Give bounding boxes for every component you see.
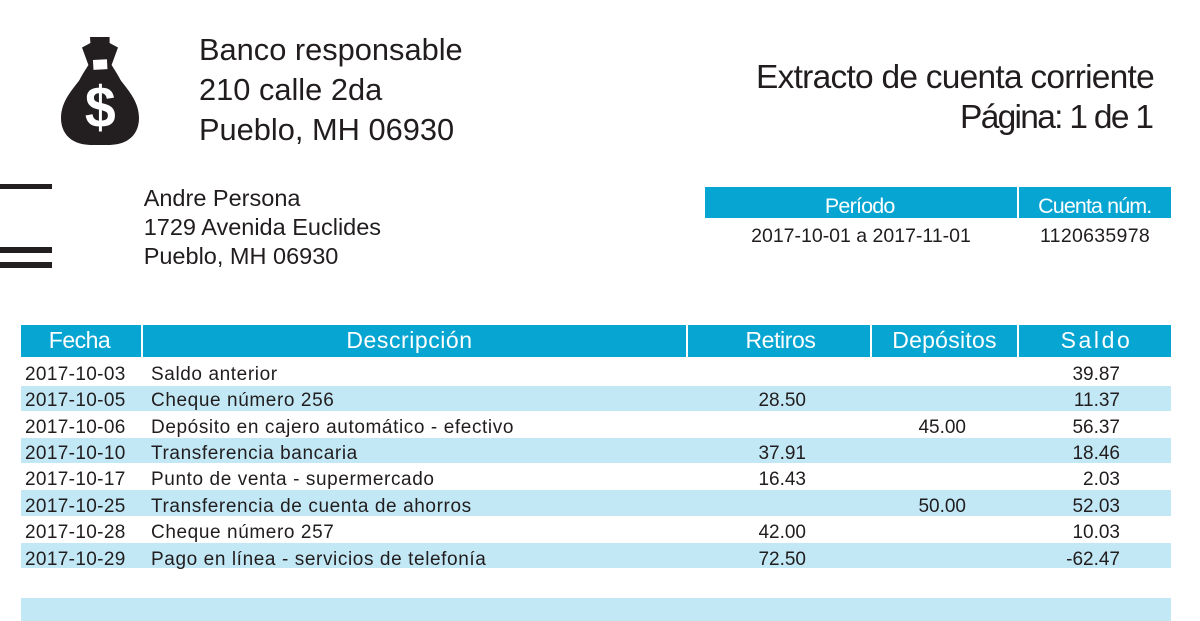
svg-text:$: $ bbox=[85, 76, 116, 140]
